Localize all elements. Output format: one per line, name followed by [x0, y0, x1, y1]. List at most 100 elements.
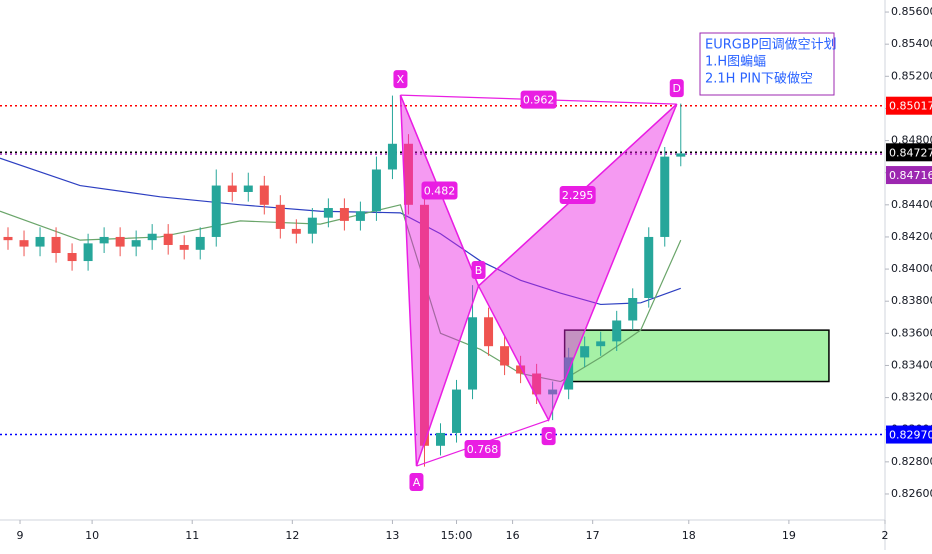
x-tick-label: 12	[285, 529, 299, 542]
candle-body	[564, 357, 574, 390]
candle-body	[35, 236, 45, 247]
candle-body	[19, 240, 29, 247]
candle-body	[676, 153, 686, 157]
annotation-text: 2.1H PIN下破做空	[705, 72, 813, 87]
candle-body	[580, 346, 590, 358]
point-label: A	[413, 476, 421, 489]
candle-body	[419, 204, 429, 446]
ratio-label: 0.482	[424, 185, 456, 198]
candle-body	[500, 346, 510, 366]
y-tick-label: 0.84000	[891, 262, 932, 275]
candle-body	[243, 185, 253, 192]
price-label: 0.84727	[889, 146, 932, 159]
candle-body	[355, 211, 365, 221]
candle-body	[259, 185, 269, 205]
price-label: 0.82970	[889, 429, 932, 442]
candle-body	[67, 253, 77, 262]
price-label-box	[886, 143, 932, 162]
point-box	[669, 79, 684, 98]
x-tick-label: 17	[586, 529, 600, 542]
x-tick-label: 11	[185, 529, 199, 542]
ratio-box	[464, 440, 501, 459]
candle-body	[323, 208, 333, 218]
candle-body	[612, 320, 622, 342]
y-tick-label: 0.83400	[891, 358, 932, 371]
point-box	[541, 427, 556, 446]
candle-body	[227, 185, 237, 192]
candle-body	[484, 317, 494, 347]
price-label: 0.84716	[889, 169, 932, 182]
moving-average	[0, 204, 682, 383]
point-box	[393, 70, 408, 89]
candle-body	[3, 236, 13, 241]
y-tick-label: 0.83200	[891, 391, 932, 404]
candle-body	[275, 204, 285, 229]
y-tick-label: 0.85400	[891, 37, 932, 50]
ratio-label: 0.768	[467, 443, 499, 456]
y-tick-label: 0.83800	[891, 294, 932, 307]
x-tick-label: 2	[882, 529, 889, 542]
candle-body	[371, 169, 381, 212]
candle-body	[307, 217, 317, 234]
candle-body	[516, 365, 526, 374]
candle-body	[596, 341, 606, 347]
candle-body	[83, 243, 93, 262]
annotation-text: EURGBP回调做空计划	[705, 38, 837, 53]
ratio-box	[559, 186, 596, 205]
candle-body	[147, 233, 157, 241]
candle-body	[532, 373, 542, 395]
x-tick-label: 13	[385, 529, 399, 542]
candle-body	[403, 143, 413, 205]
point-label: X	[397, 73, 405, 86]
candle-body	[131, 240, 141, 247]
candle-body	[452, 389, 462, 433]
y-tick-label: 0.82800	[891, 455, 932, 468]
x-tick-label: 15:00	[441, 529, 473, 542]
x-tick-label: 10	[85, 529, 99, 542]
annotation-box	[699, 32, 835, 96]
candle-body	[644, 236, 654, 298]
y-tick-label: 0.85600	[891, 5, 932, 18]
candle-body	[211, 185, 221, 237]
ratio-label: 0.962	[523, 94, 555, 107]
point-box	[409, 473, 424, 492]
point-label: D	[673, 82, 681, 95]
y-tick-label: 0.84400	[891, 198, 932, 211]
y-tick-label: 0.85200	[891, 69, 932, 82]
x-tick-label: 19	[782, 529, 796, 542]
candle-body	[435, 432, 445, 446]
y-tick-label: 0.82600	[891, 487, 932, 500]
price-label-box	[886, 96, 932, 115]
annotation-text: 1.H图蝙蝠	[705, 54, 766, 70]
price-label-box	[886, 425, 932, 444]
point-label: C	[545, 430, 553, 443]
candle-body	[468, 317, 478, 390]
candle-body	[660, 156, 670, 237]
zone	[563, 329, 830, 383]
candle-body	[163, 233, 173, 245]
y-tick-label: 0.84200	[891, 230, 932, 243]
ratio-box	[421, 181, 458, 200]
point-label: B	[475, 264, 483, 277]
price-label-box	[886, 166, 932, 185]
x-tick-label: 16	[506, 529, 520, 542]
candle-body	[339, 208, 349, 221]
candle-body	[628, 297, 638, 321]
ratio-label: 2.295	[562, 189, 594, 202]
candle-body	[548, 389, 558, 395]
ratio-box	[520, 90, 557, 109]
candle-body	[51, 236, 61, 254]
x-tick-label: 9	[17, 529, 24, 542]
price-label: 0.85017	[889, 100, 932, 113]
point-box	[471, 260, 486, 279]
x-tick-label: 18	[682, 529, 696, 542]
candle-body	[387, 143, 397, 170]
moving-average	[0, 157, 681, 306]
candle-body	[291, 228, 301, 234]
y-tick-label: 0.83600	[891, 326, 932, 339]
candle-body	[195, 236, 205, 250]
candle-body	[99, 236, 109, 244]
candle-body	[179, 244, 189, 250]
candle-body	[115, 236, 125, 247]
